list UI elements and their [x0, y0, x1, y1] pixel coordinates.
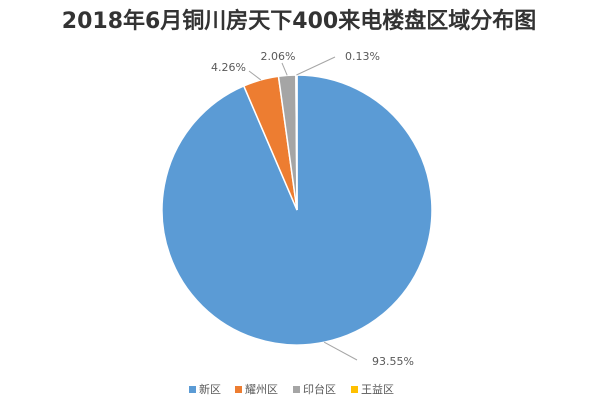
legend-label: 新区	[199, 382, 221, 396]
data-label: 2.06%	[261, 50, 296, 63]
leader-line	[248, 70, 262, 81]
legend-label: 王益区	[361, 382, 394, 396]
legend-swatch	[351, 386, 358, 393]
leader-line	[296, 56, 336, 76]
data-label: 0.13%	[345, 50, 380, 63]
legend-swatch	[235, 386, 242, 393]
legend-swatch	[293, 386, 300, 393]
data-label: 4.26%	[211, 61, 246, 74]
legend-label: 印台区	[303, 382, 336, 396]
leader-line	[281, 62, 288, 76]
legend-swatch	[189, 386, 196, 393]
leader-line	[323, 341, 358, 361]
data-label: 93.55%	[372, 355, 414, 368]
chart-title: 2018年6月铜川房天下400来电楼盘区域分布图	[62, 8, 536, 34]
legend-label: 耀州区	[245, 383, 278, 396]
